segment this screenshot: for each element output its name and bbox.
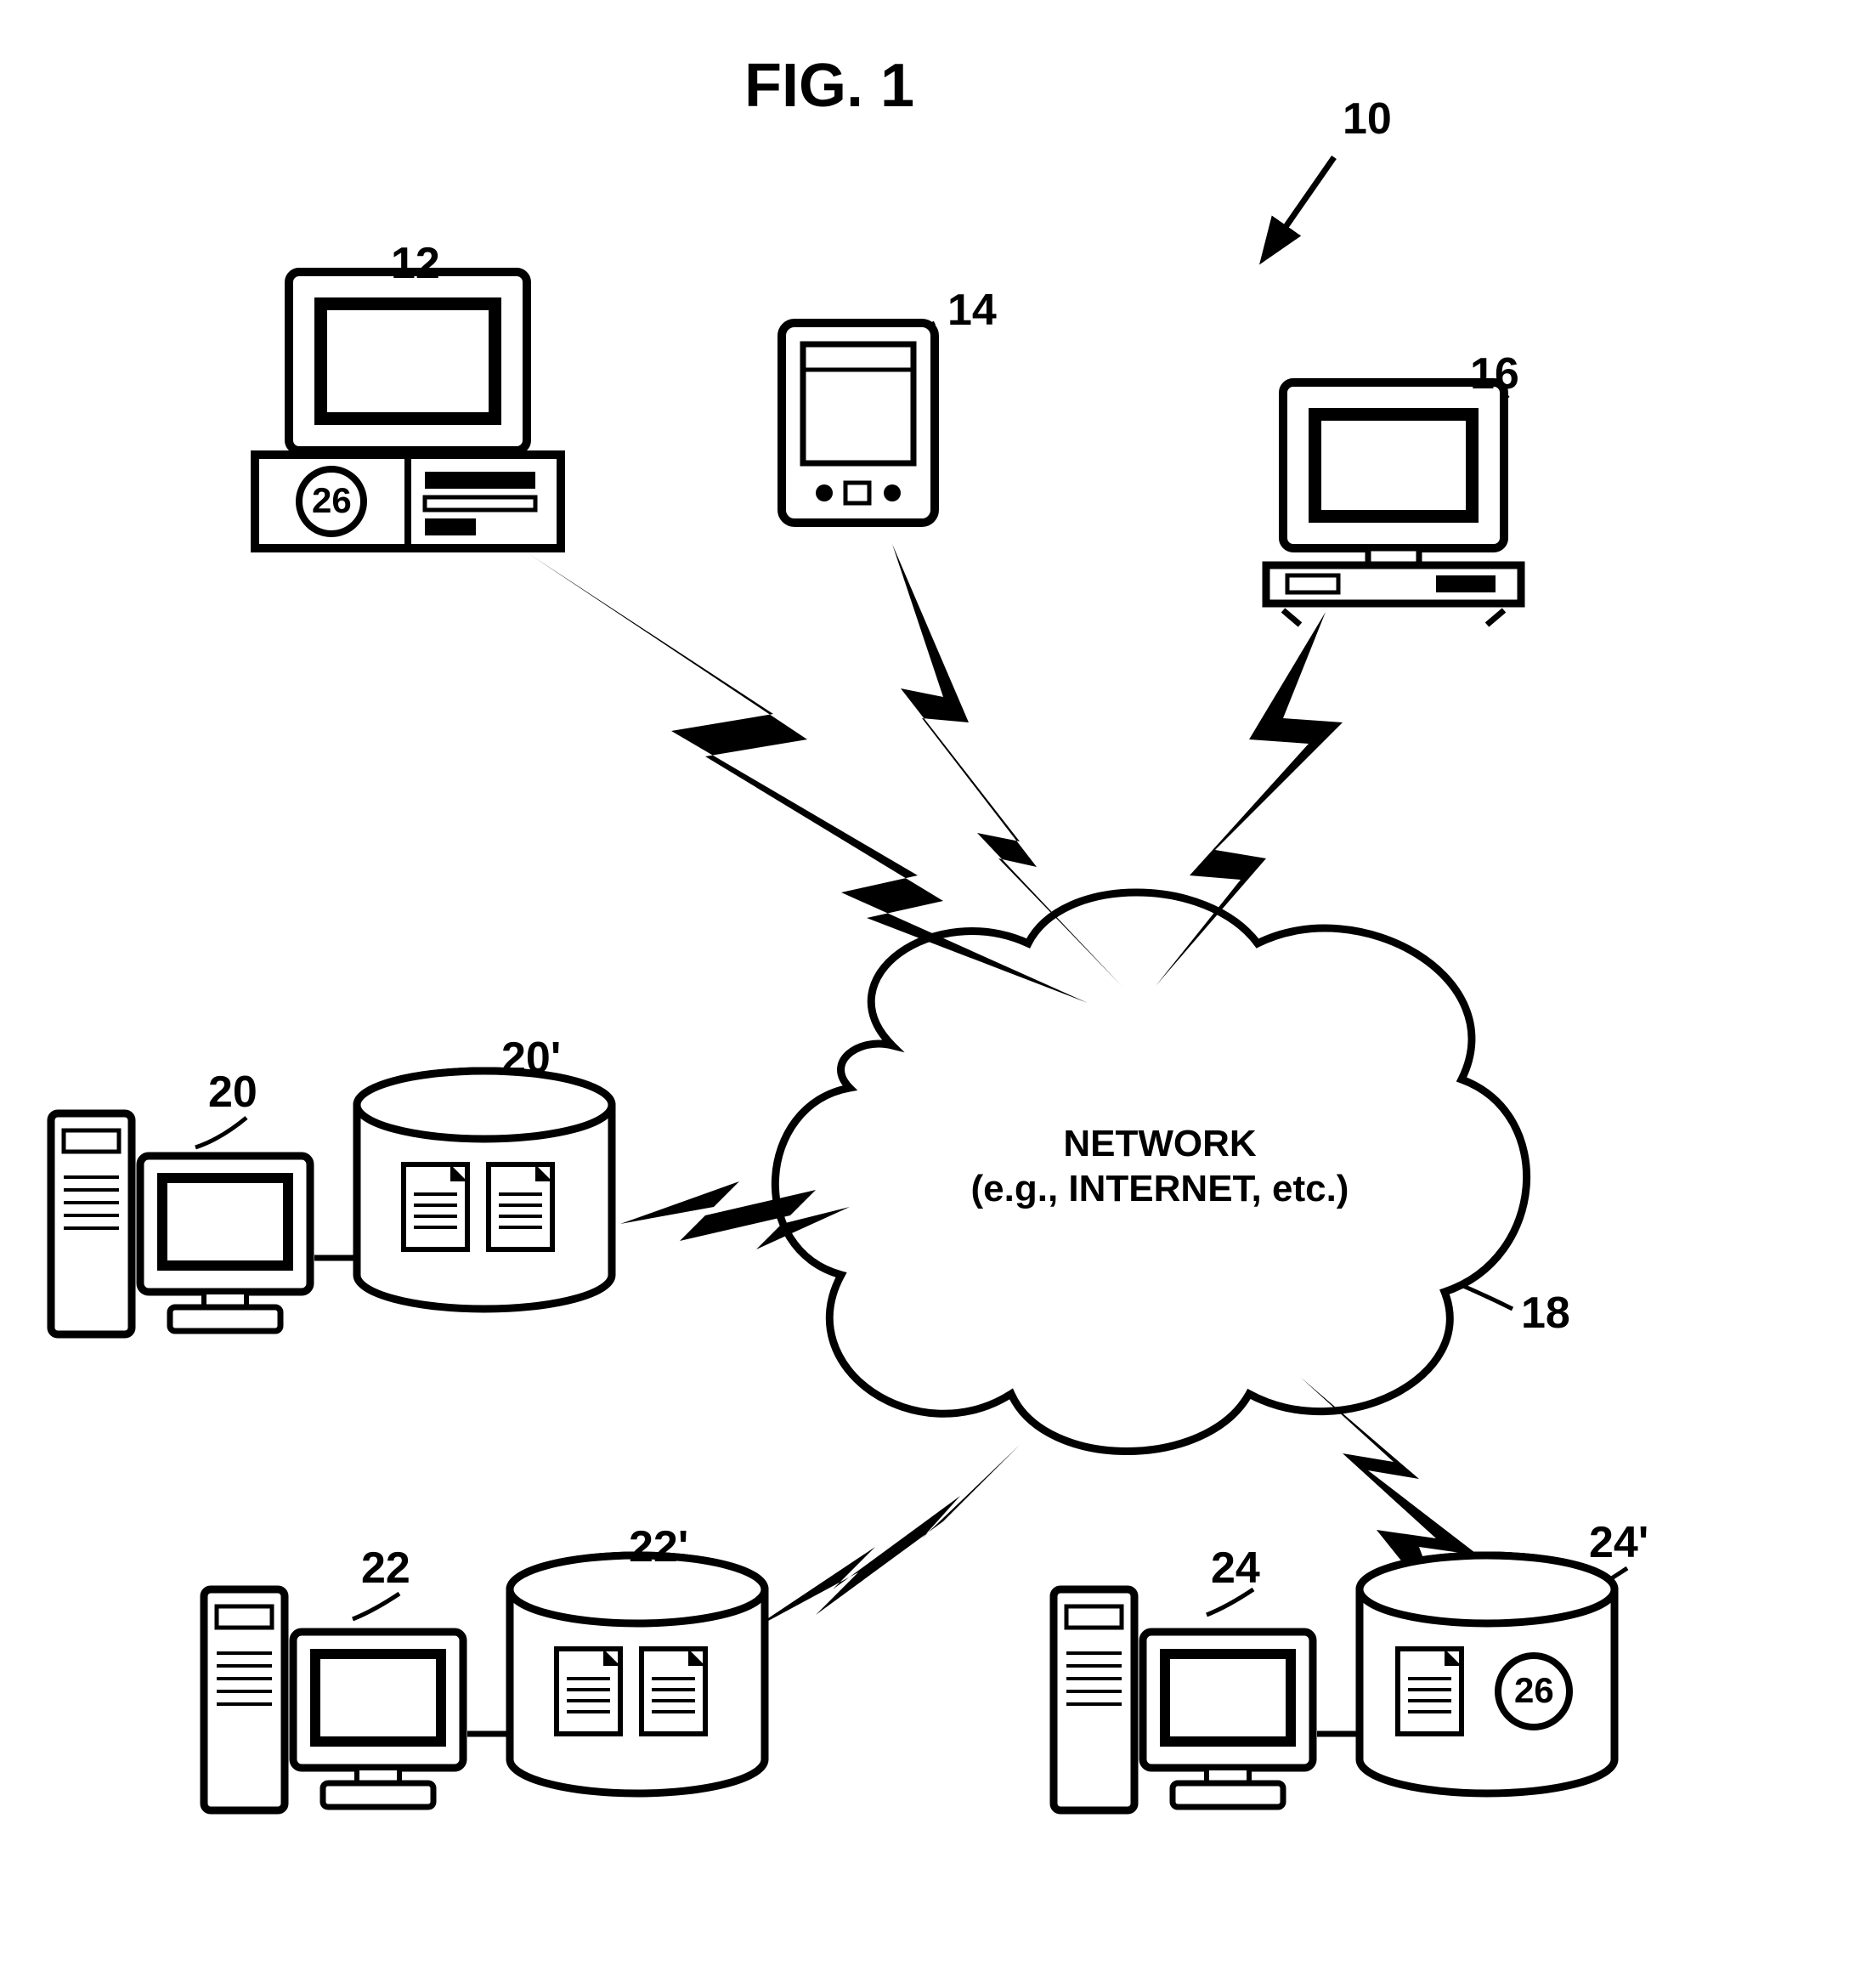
cloud-line2: (e.g., INTERNET, etc.) bbox=[947, 1167, 1372, 1212]
ref-16: 16 bbox=[1470, 348, 1519, 399]
cloud-text: NETWORK (e.g., INTERNET, etc.) bbox=[947, 1122, 1372, 1212]
callout-22 bbox=[353, 1594, 399, 1619]
badge-26-server3: 26 bbox=[1514, 1670, 1554, 1711]
ref-24p: 24' bbox=[1589, 1517, 1648, 1568]
ref-20: 20 bbox=[208, 1067, 257, 1118]
cloud-line1: NETWORK bbox=[947, 1122, 1372, 1167]
callout-18 bbox=[1457, 1283, 1513, 1309]
ref-18: 18 bbox=[1521, 1288, 1570, 1339]
server3-db bbox=[1360, 1555, 1614, 1793]
ref-20p: 20' bbox=[501, 1033, 561, 1084]
callout-20 bbox=[195, 1118, 246, 1147]
server2-db bbox=[510, 1555, 765, 1793]
server1-db bbox=[357, 1071, 612, 1309]
ref-24: 24 bbox=[1211, 1543, 1260, 1594]
server2-group bbox=[204, 1589, 518, 1810]
client3-computer bbox=[1266, 382, 1521, 625]
server1-group bbox=[51, 1113, 365, 1334]
ref-14: 14 bbox=[947, 285, 997, 336]
bolt-server2 bbox=[748, 1445, 1020, 1632]
ref-12: 12 bbox=[391, 238, 440, 289]
ref-22p: 22' bbox=[629, 1521, 688, 1572]
server3-group bbox=[1054, 1589, 1368, 1810]
client2-handheld bbox=[782, 323, 935, 523]
system-ref-arrow bbox=[1266, 157, 1334, 255]
client1-computer bbox=[255, 272, 561, 548]
badge-26-client1: 26 bbox=[312, 480, 352, 521]
ref-22: 22 bbox=[361, 1543, 410, 1594]
